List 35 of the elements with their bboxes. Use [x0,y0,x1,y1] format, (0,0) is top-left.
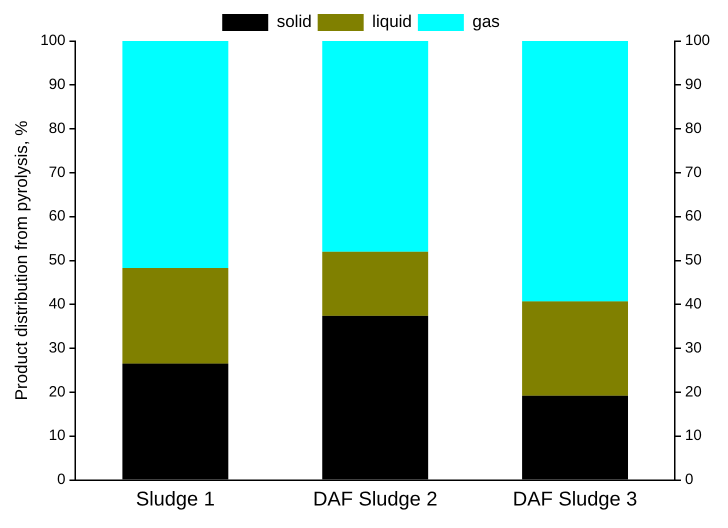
bar [122,41,228,268]
y-tick-label: 40 [48,296,66,313]
bar [522,301,628,396]
x-tick-label: DAF Sludge 3 [512,488,638,511]
x-tick-label: Sludge 1 [136,488,215,511]
y2-tick-label: 40 [684,296,702,313]
y2-tick-label: 50 [684,252,702,269]
y2-tick-label: 20 [684,383,702,400]
bar [322,41,428,252]
y2-tick-label: 90 [684,76,702,94]
legend-label: gas [472,12,500,32]
y2-tick-label: 10 [684,427,702,444]
y-tick-label: 100 [40,32,66,50]
y-tick-label: 60 [48,208,66,225]
y-tick-label: 0 [57,471,66,488]
y-axis-title: Product distribution from pyrolysis, % [12,120,31,400]
y-tick-label: 30 [48,339,66,356]
legend-label: liquid [372,12,412,32]
y-tick-label: 80 [48,120,66,137]
y-tick-label: 10 [48,427,66,444]
y2-tick-label: 60 [684,208,702,225]
y2-tick-label: 80 [684,120,702,137]
y2-tick-label: 70 [684,164,702,181]
bar [522,41,628,302]
bar [122,268,228,364]
x-tick-label: DAF Sludge 2 [312,488,438,511]
y2-tick-label: 100 [684,32,710,50]
y2-tick-label: 0 [684,471,694,488]
y-tick-label: 50 [48,252,66,269]
y-tick-label: 90 [48,76,66,94]
y-tick-label: 20 [48,383,66,400]
bar [322,252,428,316]
legend-label: solid [276,12,312,32]
y-tick-label: 70 [48,164,66,181]
y2-tick-label: 30 [684,339,702,356]
